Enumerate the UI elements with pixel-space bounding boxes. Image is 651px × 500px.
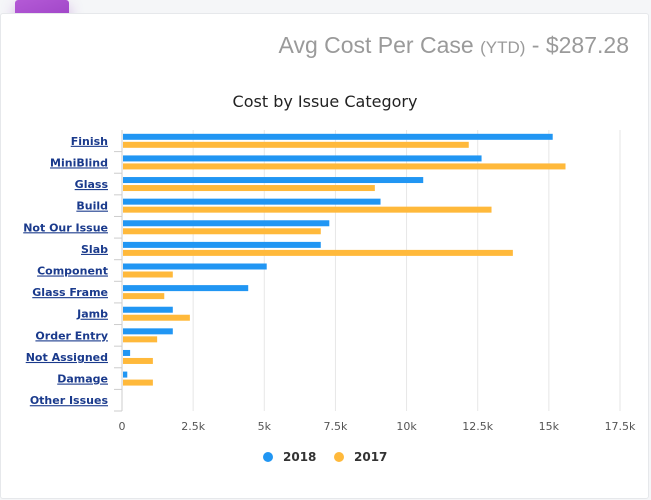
category-label[interactable]: Other Issues: [30, 394, 109, 407]
bar-2018[interactable]: [123, 328, 173, 335]
category-axis: Finish MiniBlind Glass Build Not Our Issue Sl…: [23, 135, 122, 412]
bar-2017[interactable]: [123, 228, 321, 235]
bar-2018[interactable]: [123, 177, 424, 184]
bar-2018[interactable]: [123, 220, 330, 227]
bar-2017[interactable]: [123, 249, 513, 256]
category-label[interactable]: Glass: [75, 178, 109, 191]
legend-label-2017[interactable]: 2017: [354, 450, 387, 464]
chart-title: Cost by Issue Category: [233, 92, 418, 111]
legend[interactable]: 2018 2017: [263, 450, 387, 464]
category-label[interactable]: Component: [37, 265, 108, 278]
x-tick-label: 7.5k: [323, 420, 347, 433]
category-label[interactable]: MiniBlind: [50, 156, 108, 169]
bar-2017[interactable]: [123, 141, 469, 148]
legend-marker-2018[interactable]: [263, 452, 273, 462]
bar-2018[interactable]: [123, 306, 173, 313]
bar-2017[interactable]: [123, 336, 158, 343]
category-label[interactable]: Glass Frame: [32, 286, 108, 299]
x-tick-label: 5k: [258, 420, 272, 433]
x-tick-label: 15k: [539, 420, 560, 433]
bar-2018[interactable]: [123, 285, 249, 292]
bar-2017[interactable]: [123, 185, 375, 192]
bar-2018[interactable]: [123, 371, 128, 378]
bar-2017[interactable]: [123, 379, 153, 386]
bar-2017[interactable]: [123, 357, 153, 364]
category-label[interactable]: Slab: [81, 243, 108, 256]
bar-2017[interactable]: [123, 293, 165, 300]
x-tick-label: 10k: [396, 420, 417, 433]
bar-2017[interactable]: [123, 206, 492, 213]
value-axis: 0 2.5k 5k 7.5k 10k 12.5k 15k 17.5k: [119, 420, 637, 433]
legend-label-2018[interactable]: 2018: [283, 450, 316, 464]
bar-2017[interactable]: [123, 314, 190, 321]
category-label[interactable]: Finish: [71, 135, 108, 148]
x-tick-label: 0: [119, 420, 126, 433]
grid-layer: [121, 130, 621, 411]
kpi-title-ytd: (YTD): [480, 38, 526, 57]
kpi-title: Avg Cost Per Case (YTD) - $287.28: [279, 32, 629, 59]
kpi-title-value: - $287.28: [525, 32, 629, 58]
bar-2018[interactable]: [123, 155, 482, 162]
category-label[interactable]: Build: [76, 200, 108, 213]
x-tick-label: 2.5k: [181, 420, 205, 433]
bar-2018[interactable]: [123, 263, 267, 270]
category-label[interactable]: Order Entry: [35, 329, 108, 342]
category-label[interactable]: Jamb: [76, 308, 108, 321]
bar-2018[interactable]: [123, 133, 553, 140]
x-tick-label: 12.5k: [462, 420, 493, 433]
legend-marker-2017[interactable]: [334, 452, 344, 462]
category-label[interactable]: Not Our Issue: [23, 221, 108, 234]
bar-2018[interactable]: [123, 349, 131, 356]
category-label[interactable]: Damage: [57, 373, 108, 386]
x-tick-label: 17.5k: [605, 420, 636, 433]
bar-2017[interactable]: [123, 271, 173, 278]
category-label[interactable]: Not Assigned: [26, 351, 108, 364]
bar-2018[interactable]: [123, 198, 381, 205]
bar-2018[interactable]: [123, 241, 321, 248]
kpi-title-main: Avg Cost Per Case: [278, 32, 481, 58]
bar-2017[interactable]: [123, 163, 566, 170]
bars-layer: [123, 133, 566, 386]
chart-card: [0, 13, 649, 499]
